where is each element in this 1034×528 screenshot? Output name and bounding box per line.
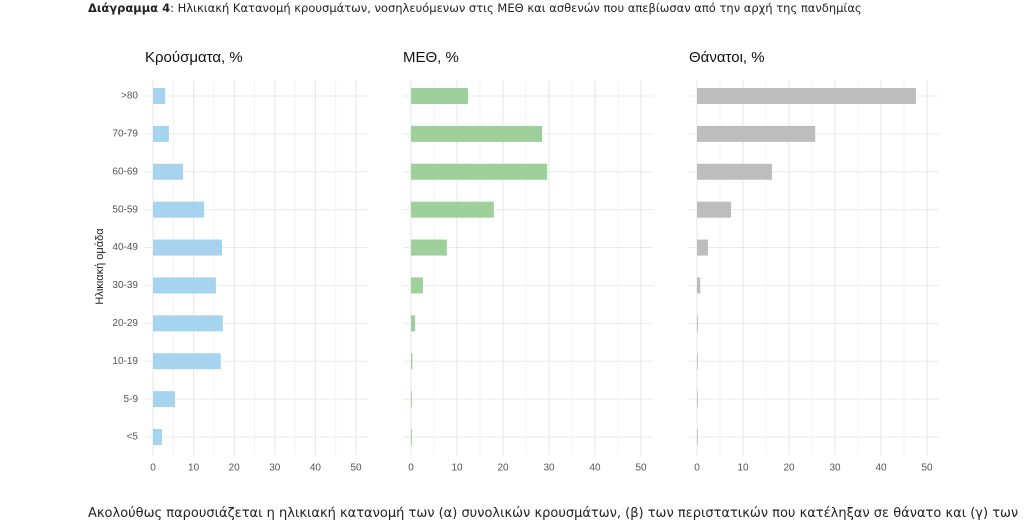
chart: Ηλικιακή ομάδα >80 70-79 60-69 50-59 40-49 30-… bbox=[94, 49, 939, 474]
y-tick-label: 60-69 bbox=[112, 166, 138, 177]
y-tick-label: 70-79 bbox=[112, 129, 138, 140]
x-tick-label: 10 bbox=[451, 463, 463, 474]
bar bbox=[697, 277, 701, 294]
bar bbox=[411, 429, 412, 445]
bar bbox=[411, 88, 469, 104]
x-tick-label: 0 bbox=[408, 463, 414, 474]
bar bbox=[697, 239, 709, 256]
bar bbox=[411, 201, 494, 218]
x-tick-label: 30 bbox=[543, 463, 555, 474]
x-tick-label: 20 bbox=[783, 463, 795, 474]
bar bbox=[411, 315, 416, 332]
bar bbox=[697, 429, 698, 445]
x-tick-label: 40 bbox=[589, 463, 601, 474]
bar bbox=[411, 163, 548, 180]
y-tick-label: <5 bbox=[127, 432, 139, 443]
x-tick-label: 50 bbox=[635, 463, 647, 474]
y-tick-label: 10-19 bbox=[112, 356, 138, 367]
bar bbox=[411, 277, 423, 294]
bar bbox=[153, 391, 175, 408]
caption-text: : Ηλικιακή Κατανομή κρουσμάτων, νοσηλευό… bbox=[170, 1, 862, 15]
x-tick-label: 20 bbox=[497, 463, 509, 474]
x-tick-label: 20 bbox=[229, 463, 241, 474]
y-tick-label: 30-39 bbox=[112, 280, 138, 291]
x-tick-label: 30 bbox=[269, 463, 281, 474]
body-text: Ακολούθως παρουσιάζεται η ηλικιακή καταν… bbox=[88, 506, 1019, 521]
bar bbox=[153, 277, 216, 294]
bar bbox=[697, 391, 698, 408]
bar bbox=[697, 315, 698, 332]
bar bbox=[697, 353, 698, 370]
y-tick-label: >80 bbox=[121, 91, 138, 102]
caption: Διάγραμμα 4: Ηλικιακή Κατανομή κρουσμάτω… bbox=[88, 1, 862, 15]
panel-title: Θάνατοι, % bbox=[689, 49, 765, 66]
bar bbox=[153, 88, 166, 104]
bar bbox=[153, 239, 223, 256]
y-tick-label: 50-59 bbox=[112, 204, 138, 215]
bar bbox=[153, 163, 184, 180]
x-tick-label: 50 bbox=[350, 463, 362, 474]
bar bbox=[153, 353, 221, 370]
bar bbox=[411, 125, 543, 142]
bar bbox=[411, 239, 447, 256]
bar bbox=[697, 88, 916, 104]
x-tick-label: 40 bbox=[310, 463, 322, 474]
bar bbox=[697, 163, 772, 180]
bar bbox=[153, 201, 205, 218]
bar bbox=[697, 125, 816, 142]
bar bbox=[411, 353, 413, 370]
y-tick-label: 20-29 bbox=[112, 318, 138, 329]
bar bbox=[153, 429, 162, 445]
x-tick-label: 0 bbox=[150, 463, 156, 474]
x-tick-label: 30 bbox=[829, 463, 841, 474]
y-tick-label: 5-9 bbox=[124, 394, 139, 405]
x-tick-label: 10 bbox=[737, 463, 749, 474]
panel-title: Κρούσματα, % bbox=[145, 49, 243, 66]
caption-label: Διάγραμμα 4 bbox=[88, 1, 171, 15]
panel-title: ΜΕΘ, % bbox=[403, 49, 459, 66]
bar bbox=[153, 125, 169, 142]
x-tick-label: 40 bbox=[875, 463, 887, 474]
x-tick-label: 0 bbox=[694, 463, 700, 474]
y-tick-label: 40-49 bbox=[112, 242, 138, 253]
x-tick-label: 50 bbox=[921, 463, 933, 474]
bar bbox=[697, 201, 732, 218]
bar bbox=[411, 391, 412, 408]
bar bbox=[153, 315, 223, 332]
x-tick-label: 10 bbox=[188, 463, 200, 474]
y-axis-label: Ηλικιακή ομάδα bbox=[94, 228, 106, 305]
